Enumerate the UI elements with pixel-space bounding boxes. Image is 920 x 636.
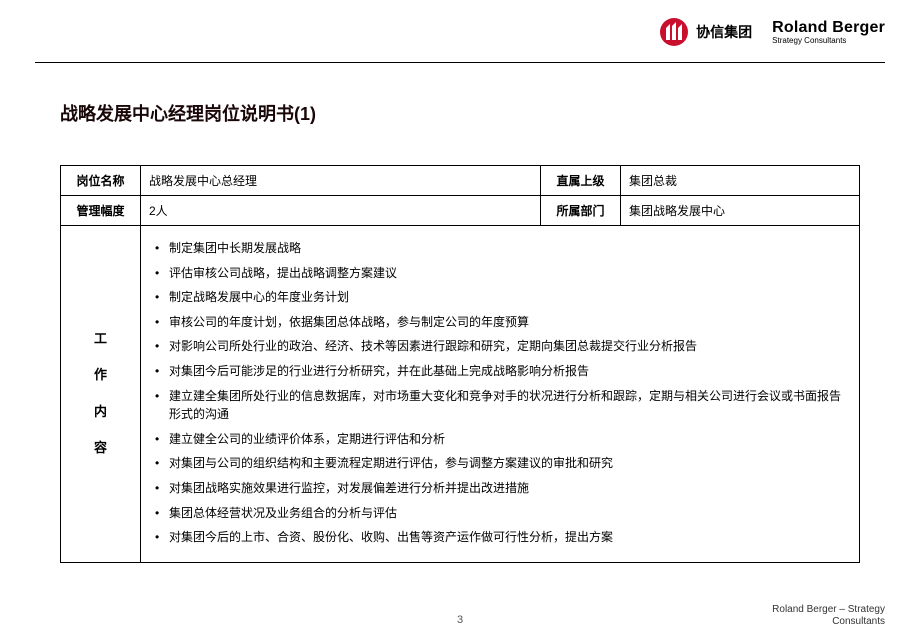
company2-name: Roland Berger <box>772 20 885 36</box>
content-vertical-label: 工 作 内 容 <box>61 226 141 562</box>
list-item: 建立建全集团所处行业的信息数据库，对市场重大变化和竞争对手的状况进行分析和跟踪，… <box>155 384 847 427</box>
label-department: 所属部门 <box>541 196 621 225</box>
list-item: 建立健全公司的业绩评价体系，定期进行评估和分析 <box>155 427 847 452</box>
page-title: 战略发展中心经理岗位说明书(1) <box>60 100 316 126</box>
label-position-name: 岗位名称 <box>61 166 141 195</box>
list-item: 对集团与公司的组织结构和主要流程定期进行评估，参与调整方案建议的审批和研究 <box>155 451 847 476</box>
list-item: 对集团今后可能涉足的行业进行分析研究，并在此基础上完成战略影响分析报告 <box>155 359 847 384</box>
company1-logo-icon <box>660 18 688 46</box>
page-number: 3 <box>457 614 463 626</box>
list-item: 对影响公司所处行业的政治、经济、技术等因素进行跟踪和研究，定期向集团总裁提交行业… <box>155 334 847 359</box>
company2-logo-block: Roland Berger Strategy Consultants <box>772 20 885 45</box>
value-direct-supervisor: 集团总裁 <box>621 166 859 195</box>
list-item: 对集团今后的上市、合资、股份化、收购、出售等资产运作做可行性分析，提出方案 <box>155 525 847 550</box>
footer-right: Roland Berger – Strategy Consultants <box>772 604 885 628</box>
value-position-name: 战略发展中心总经理 <box>141 166 541 195</box>
content-label-char: 容 <box>94 430 107 466</box>
label-direct-supervisor: 直属上级 <box>541 166 621 195</box>
company1-name: 协信集团 <box>696 22 752 42</box>
list-item: 对集团战略实施效果进行监控，对发展偏差进行分析并提出改进措施 <box>155 476 847 501</box>
content-label-char: 作 <box>94 357 107 393</box>
value-management-span: 2人 <box>141 196 541 225</box>
table-content-row: 工 作 内 容 制定集团中长期发展战略 评估审核公司战略，提出战略调整方案建议 … <box>61 226 859 562</box>
list-item: 制定战略发展中心的年度业务计划 <box>155 285 847 310</box>
content-label-char: 工 <box>94 321 107 357</box>
value-department: 集团战略发展中心 <box>621 196 859 225</box>
job-spec-table: 岗位名称 战略发展中心总经理 直属上级 集团总裁 管理幅度 2人 所属部门 集团… <box>60 165 860 563</box>
list-item: 审核公司的年度计划，依据集团总体战略，参与制定公司的年度预算 <box>155 310 847 335</box>
footer-right-line2: Consultants <box>772 616 885 628</box>
company2-subtitle: Strategy Consultants <box>772 37 846 45</box>
company1-logo-block: 协信集团 <box>660 18 752 46</box>
footer-right-line1: Roland Berger – Strategy <box>772 604 885 616</box>
list-item: 制定集团中长期发展战略 <box>155 236 847 261</box>
table-row-1: 岗位名称 战略发展中心总经理 直属上级 集团总裁 <box>61 166 859 196</box>
content-body: 制定集团中长期发展战略 评估审核公司战略，提出战略调整方案建议 制定战略发展中心… <box>141 226 859 562</box>
list-item: 集团总体经营状况及业务组合的分析与评估 <box>155 501 847 526</box>
list-item: 评估审核公司战略，提出战略调整方案建议 <box>155 261 847 286</box>
header-divider <box>35 62 885 63</box>
content-label-char: 内 <box>94 394 107 430</box>
header: 协信集团 Roland Berger Strategy Consultants <box>660 18 885 46</box>
table-row-2: 管理幅度 2人 所属部门 集团战略发展中心 <box>61 196 859 226</box>
label-management-span: 管理幅度 <box>61 196 141 225</box>
duties-list: 制定集团中长期发展战略 评估审核公司战略，提出战略调整方案建议 制定战略发展中心… <box>155 236 847 550</box>
